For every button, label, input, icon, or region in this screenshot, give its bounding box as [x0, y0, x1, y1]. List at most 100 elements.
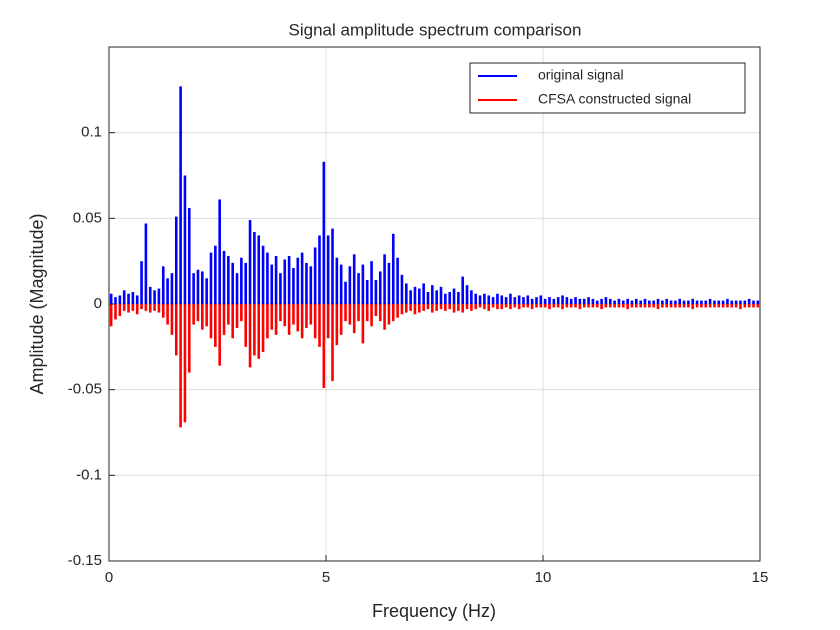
bar	[266, 252, 269, 304]
bar	[174, 216, 178, 304]
bar	[391, 304, 395, 322]
bar	[318, 304, 321, 347]
bar	[435, 304, 438, 311]
bar	[218, 199, 221, 304]
bar	[170, 304, 174, 335]
bar	[556, 297, 560, 304]
bar	[691, 304, 695, 310]
bar	[630, 304, 634, 308]
bar	[352, 254, 356, 304]
bar	[665, 304, 668, 308]
bar	[409, 290, 412, 304]
bar	[313, 247, 317, 304]
bar	[465, 285, 469, 304]
bar	[496, 293, 499, 304]
bar	[383, 304, 386, 330]
bar	[626, 304, 629, 310]
bar	[526, 295, 530, 304]
bar	[357, 304, 360, 322]
bar	[643, 298, 647, 304]
bar	[565, 297, 569, 304]
bar	[170, 273, 174, 304]
bar	[621, 304, 625, 308]
bar	[387, 304, 391, 325]
bar	[157, 288, 161, 304]
bar	[496, 304, 499, 310]
bar	[626, 298, 629, 304]
bar	[370, 261, 373, 304]
bar	[261, 245, 265, 304]
bar	[179, 304, 182, 428]
bar	[296, 257, 300, 304]
bar	[244, 304, 248, 347]
bar	[582, 298, 586, 304]
bar	[135, 295, 139, 304]
bar	[543, 298, 547, 304]
y-axis-label: Amplitude (Magnitude)	[27, 213, 47, 394]
bar	[205, 304, 208, 327]
bar	[227, 256, 230, 304]
bar	[700, 304, 703, 308]
bar	[400, 304, 404, 315]
bar	[339, 264, 343, 304]
bar	[426, 292, 430, 304]
axes-box	[108, 46, 761, 562]
bar	[274, 256, 278, 304]
bar	[600, 304, 603, 310]
bar	[470, 304, 473, 311]
bar	[279, 304, 282, 322]
bar	[461, 304, 465, 313]
bar	[209, 304, 213, 339]
bar	[153, 290, 156, 304]
bar	[196, 269, 200, 304]
bar	[561, 304, 564, 310]
bar	[192, 304, 195, 325]
bar	[708, 298, 712, 304]
bar	[635, 298, 638, 304]
bar	[674, 304, 677, 308]
bar	[196, 304, 200, 322]
bar	[730, 304, 734, 308]
bar	[148, 286, 152, 304]
bar	[287, 304, 291, 335]
bar	[561, 295, 564, 304]
bar	[448, 292, 451, 304]
bar	[756, 304, 760, 308]
bar	[491, 297, 495, 304]
bar	[582, 304, 586, 308]
bar	[747, 298, 751, 304]
bar	[322, 161, 326, 304]
bar	[192, 273, 195, 304]
bar	[166, 304, 169, 325]
bar	[604, 297, 608, 304]
x-tick-label: 5	[322, 569, 330, 586]
bar	[734, 300, 738, 304]
bar	[361, 304, 365, 344]
bar	[287, 256, 291, 304]
bar	[357, 273, 360, 304]
bar	[209, 252, 213, 304]
bar	[240, 304, 243, 322]
bar	[300, 304, 304, 339]
bar	[687, 300, 690, 304]
bar	[222, 304, 226, 335]
bar	[713, 304, 716, 308]
bar	[700, 300, 703, 304]
bar	[517, 295, 521, 304]
bar	[144, 223, 148, 304]
bar	[331, 228, 334, 304]
bar	[717, 300, 721, 304]
bar	[365, 304, 369, 322]
bar	[708, 304, 712, 308]
bar	[500, 304, 504, 310]
bar	[322, 304, 326, 388]
y-tick-label: 0.05	[73, 209, 102, 226]
bar	[391, 233, 395, 304]
bar	[530, 304, 534, 310]
bar	[183, 175, 187, 304]
bar	[283, 304, 287, 327]
bar	[552, 298, 556, 304]
bar	[118, 295, 122, 304]
bar	[439, 304, 443, 310]
y-tick-label: -0.1	[76, 466, 102, 483]
